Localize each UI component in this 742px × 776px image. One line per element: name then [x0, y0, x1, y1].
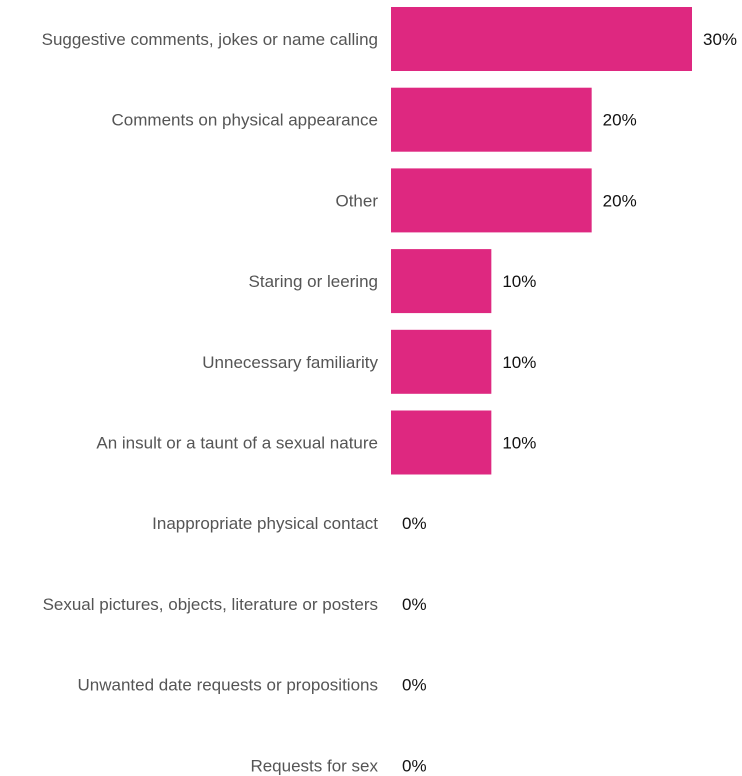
bar — [391, 87, 592, 152]
data-label: 20% — [603, 111, 637, 130]
category-label: Comments on physical appearance — [112, 111, 378, 130]
category-label: Other — [335, 191, 378, 210]
category-label: Staring or leering — [249, 272, 378, 291]
category-label: Suggestive comments, jokes or name calli… — [42, 30, 378, 49]
bar — [391, 7, 692, 71]
category-label: Sexual pictures, objects, literature or … — [43, 595, 378, 614]
data-label: 0% — [402, 514, 427, 533]
category-label: Unnecessary familiarity — [202, 353, 378, 372]
category-label: Inappropriate physical contact — [152, 514, 378, 533]
data-label: 0% — [402, 595, 427, 614]
bar — [391, 168, 592, 233]
category-label: Requests for sex — [250, 756, 378, 775]
data-label: 20% — [603, 191, 637, 210]
data-label: 30% — [703, 30, 737, 49]
category-label: An insult or a taunt of a sexual nature — [96, 434, 378, 453]
category-label: Unwanted date requests or propositions — [77, 676, 378, 695]
data-label: 10% — [502, 434, 536, 453]
data-label: 10% — [502, 353, 536, 372]
data-label: 0% — [402, 676, 427, 695]
bar — [391, 249, 492, 314]
bar — [391, 329, 492, 394]
bar — [391, 410, 492, 475]
data-label: 10% — [502, 272, 536, 291]
data-label: 0% — [402, 756, 427, 775]
